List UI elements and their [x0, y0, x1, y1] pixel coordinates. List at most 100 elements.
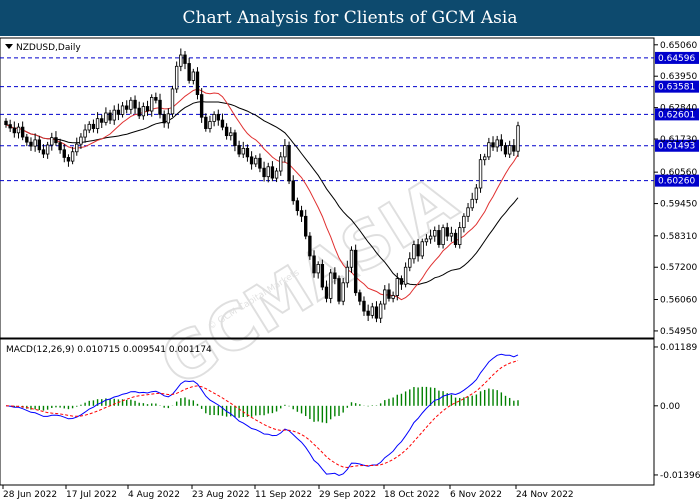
candle-body	[283, 145, 287, 158]
candle-body	[212, 114, 216, 122]
candle-body	[478, 159, 483, 189]
candle-body	[333, 272, 337, 279]
candle-body	[20, 126, 25, 138]
candle-body	[108, 112, 112, 121]
candle-body	[412, 244, 416, 260]
level-label: 0.64596	[658, 54, 695, 64]
candle-body	[328, 272, 333, 299]
candle-body	[62, 149, 66, 158]
candle-body	[358, 292, 362, 302]
candle-body	[125, 105, 129, 110]
candle-body	[237, 145, 241, 155]
candle-body	[45, 144, 50, 155]
candle-body	[295, 200, 300, 212]
candle-body	[399, 278, 404, 285]
candle-body	[449, 232, 454, 237]
candle-body	[387, 289, 391, 299]
candle-body	[199, 94, 204, 118]
candle-body	[179, 54, 183, 67]
candle-body	[287, 145, 291, 182]
level-label: 0.63581	[658, 83, 695, 93]
candle-body	[512, 145, 516, 152]
candle-body	[428, 235, 433, 240]
price-tick-label: 0.57200	[660, 263, 697, 273]
candle-body	[270, 166, 275, 179]
candle-body	[349, 249, 354, 268]
candle-body	[374, 306, 379, 319]
candle-body	[466, 207, 470, 217]
price-tick-label: 0.63950	[660, 72, 697, 82]
level-label-bg	[655, 139, 699, 152]
candle-body	[324, 286, 329, 299]
level-label: 0.62601	[658, 110, 695, 120]
candle-body	[391, 295, 395, 299]
ma-fast-line	[5, 88, 519, 301]
price-tick-label: 0.58310	[660, 232, 697, 242]
candle-body	[254, 157, 258, 165]
symbol-dropdown-icon[interactable]	[5, 44, 13, 49]
candle-body	[154, 97, 158, 101]
candle-body	[116, 109, 121, 115]
candle-body	[233, 132, 237, 146]
candle-body	[408, 258, 412, 268]
price-chart-title: NZDUSD,Daily	[16, 43, 81, 53]
price-axis: 0.65060 0.63950 0.62840 0.61730 0.60560 0.594…	[654, 41, 697, 337]
candle-body	[50, 137, 54, 146]
candle-body	[370, 306, 374, 316]
candle-body	[145, 106, 150, 112]
candle-body	[453, 232, 458, 246]
time-tick-label: 11 Sep 2022	[255, 490, 312, 500]
candle-body	[304, 215, 308, 237]
candle-body	[120, 105, 125, 115]
candle-body	[100, 118, 104, 123]
candle-body	[91, 123, 96, 129]
header-bar: Chart Analysis for Clients of GCM Asia	[0, 0, 700, 36]
candle-body	[4, 120, 8, 126]
candle-body	[266, 166, 270, 178]
candle-body	[25, 136, 29, 143]
candle-body	[474, 187, 479, 200]
candle-body	[58, 142, 62, 151]
candle-body	[8, 124, 12, 129]
candle-body	[249, 156, 254, 165]
candle-body	[41, 149, 46, 155]
macd-title: MACD(12,26,9) 0.010715 0.009541 0.001174	[6, 345, 212, 355]
candle-body	[208, 121, 212, 129]
time-tick-label: 17 Jul 2022	[66, 490, 117, 500]
time-tick-label: 4 Aug 2022	[128, 490, 180, 500]
candle-body	[274, 170, 279, 179]
candle-body	[445, 227, 449, 237]
level-label-bg	[655, 174, 699, 187]
moving-averages	[5, 88, 519, 301]
candle-body	[416, 244, 420, 257]
candle-body	[112, 109, 116, 121]
candle-body	[433, 230, 437, 237]
candle-body	[170, 88, 175, 115]
candle-body	[183, 54, 187, 64]
candle-body	[150, 97, 154, 112]
candle-body	[362, 300, 366, 312]
candle-body	[95, 118, 100, 129]
time-tick-label: 18 Oct 2022	[384, 490, 440, 500]
candle-body	[133, 99, 137, 109]
candle-body	[378, 303, 383, 319]
candle-body	[87, 123, 91, 131]
price-tick-label: 0.62840	[660, 104, 697, 114]
price-tick-label: 0.61730	[660, 135, 697, 145]
candle-body	[204, 116, 208, 129]
candle-body	[308, 235, 312, 257]
candle-body	[137, 107, 141, 117]
candle-body	[70, 151, 75, 162]
candle-body	[424, 238, 429, 243]
candle-body	[262, 167, 266, 178]
time-tick-label: 23 Aug 2022	[192, 490, 250, 500]
price-tick-label: 0.56060	[660, 296, 697, 306]
level-label: 0.60260	[658, 177, 695, 187]
candle-body	[174, 65, 179, 90]
price-tick-label: 0.54950	[660, 327, 697, 337]
candle-body	[104, 112, 108, 123]
price-tick-label: 0.65060	[660, 41, 697, 51]
candle-body	[158, 99, 162, 115]
time-axis: 28 Jun 2022 17 Jul 2022 4 Aug 2022 23 Aug 2…	[2, 485, 574, 500]
